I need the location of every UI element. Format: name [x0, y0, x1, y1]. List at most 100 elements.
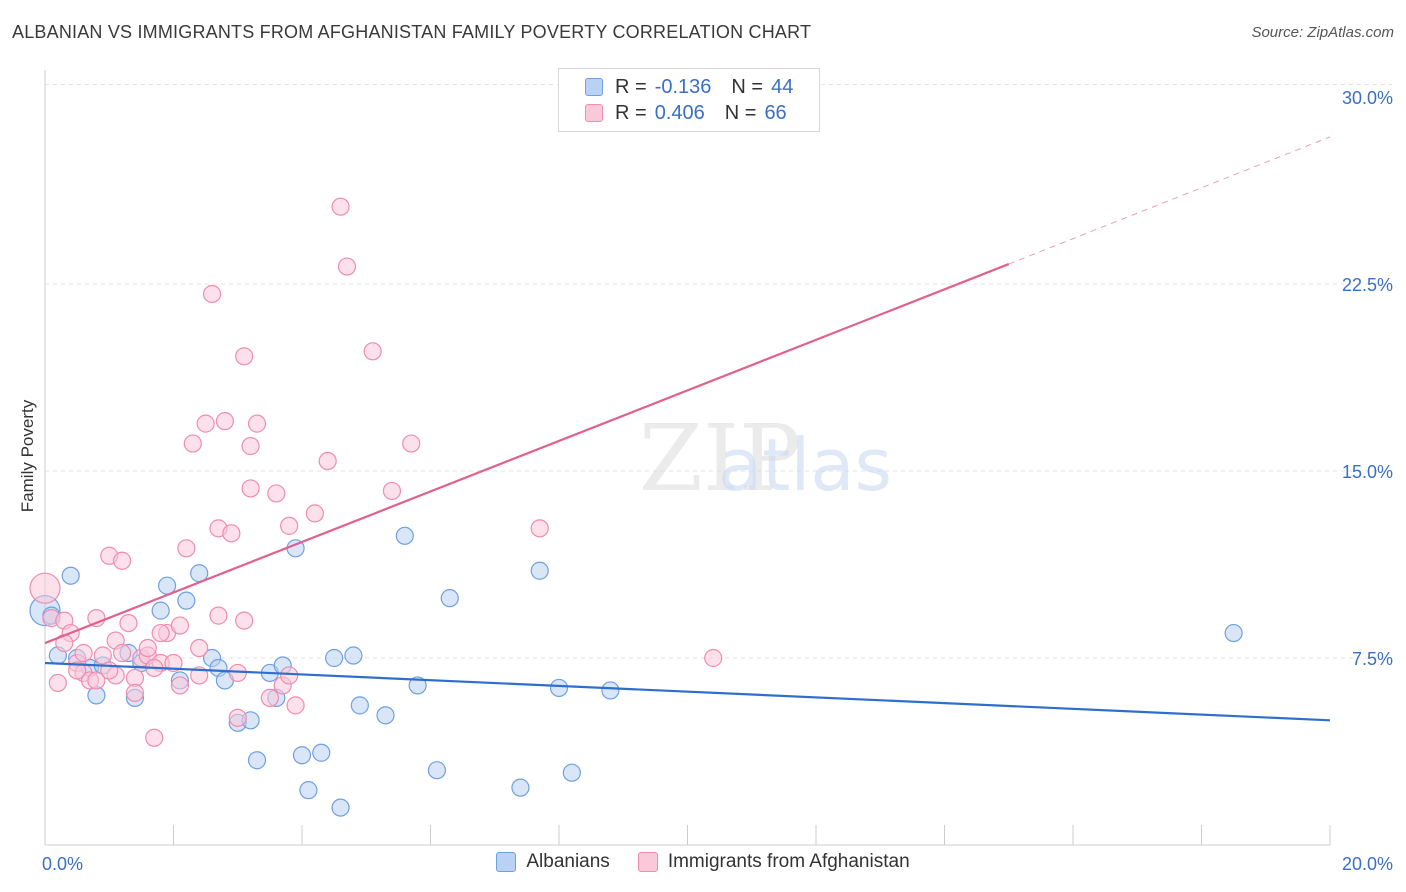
afghanistan-point [68, 661, 87, 680]
series-legend: Albanians Immigrants from Afghanistan [0, 851, 1406, 873]
afghanistan-point [222, 524, 241, 543]
afghanistan-point [280, 666, 299, 685]
tick-label-layer: 7.5% 15.0% 22.5% 30.0% 0.0% 20.0% [42, 88, 1393, 874]
watermark-atlas: atlas [718, 423, 892, 507]
albanian-point [325, 648, 344, 668]
afghanistan-point [87, 609, 106, 628]
albanian-point [331, 798, 350, 817]
afghanistan-point [704, 648, 723, 668]
albanian-point [530, 561, 549, 580]
afghanistan-point [196, 414, 215, 433]
afghanistan-point [247, 414, 267, 433]
afghanistan-point [241, 479, 260, 498]
legend-r-label: R = [615, 101, 647, 124]
legend-swatch-albanians [585, 78, 603, 96]
albanian-point [151, 601, 170, 620]
afghanistan-point [190, 638, 209, 658]
chart-title: ALBANIAN VS IMMIGRANTS FROM AFGHANISTAN … [12, 22, 812, 42]
albanian-point [299, 781, 318, 800]
x-tick-label: 20.0% [1342, 854, 1393, 874]
albanian-point [350, 696, 369, 715]
legend-row-afghanistan: R = 0.406 N = 66 [585, 101, 787, 125]
afghanistan-point [183, 434, 202, 453]
legend-swatch-afghanistan [637, 852, 658, 872]
afghanistan-point [151, 623, 170, 643]
albanian-point [427, 761, 447, 780]
afghanistan-point [125, 683, 145, 703]
afghanistan-point [286, 696, 305, 715]
albanian-point [344, 646, 363, 665]
legend-label-albanians: Albanians [526, 851, 610, 872]
afghanistan-point [170, 676, 190, 695]
afghanistan-point [177, 539, 196, 558]
afghanistan-point [228, 663, 247, 683]
afghanistan-point [382, 481, 402, 501]
afghanistan-point [215, 412, 234, 431]
afghanistan-point [209, 606, 228, 625]
afghanistan-point [112, 643, 132, 663]
albanian-point [601, 681, 620, 700]
watermark: ZIP [639, 405, 801, 512]
afghanistan-point [530, 519, 549, 538]
albanian-point [395, 526, 414, 545]
afghanistan-point [337, 257, 357, 276]
afghanistan-point [228, 708, 247, 727]
albanian-point [408, 676, 427, 695]
afghanistan-point [235, 611, 254, 630]
afghanistan-point [267, 484, 286, 503]
afghanistan-point [170, 616, 190, 635]
afghanistan-point [138, 638, 157, 658]
albanian-point [511, 778, 530, 797]
afghanistan-point [87, 671, 106, 690]
trend-layer [44, 136, 1331, 722]
legend-label-afghanistan: Immigrants from Afghanistan [667, 851, 910, 872]
x-tick-label: 0.0% [42, 854, 83, 874]
y-tick-label: 30.0% [1342, 88, 1393, 108]
afghanistan-point [202, 284, 222, 304]
albanian-point [562, 763, 581, 782]
afghanistan-point [280, 516, 299, 535]
albanian-point [376, 706, 395, 725]
albanian-point [1224, 623, 1243, 643]
afghanistan-point [29, 572, 61, 604]
afghanistan-point [48, 673, 67, 693]
axis-layer [44, 70, 1331, 846]
legend-n-label: N = [731, 75, 764, 98]
afghanistan-point [119, 613, 138, 633]
correlation-legend: R = -0.136 N = 44 R = 0.406 N = 66 [558, 68, 820, 132]
legend-r-value: 0.406 [654, 101, 705, 124]
y-tick-label: 7.5% [1352, 649, 1393, 669]
afghanistan-trend-line [44, 263, 1010, 645]
albanian-point [549, 678, 569, 698]
albanian-point [292, 746, 312, 765]
legend-swatch-afghanistan [585, 104, 603, 122]
afghanistan-point [363, 342, 382, 361]
afghanistan-point [74, 643, 93, 663]
afghanistan-point [402, 434, 421, 453]
albanian-trend-line [44, 661, 1331, 722]
afghanistan-point [241, 436, 260, 456]
y-tick-label: 22.5% [1342, 275, 1393, 295]
afghanistan-point [112, 551, 132, 570]
afghanistan-point [145, 728, 164, 747]
legend-n-label: N = [724, 101, 757, 124]
albanian-point [61, 566, 80, 585]
legend-item-afghanistan[interactable]: Immigrants from Afghanistan [637, 851, 910, 873]
afghanistan-point [190, 666, 209, 685]
chart-source: Source: ZipAtlas.com [1251, 24, 1394, 41]
legend-r-label: R = [615, 75, 647, 98]
legend-row-albanians: R = -0.136 N = 44 [585, 75, 793, 99]
afghanistan-point [331, 197, 350, 216]
afghanistan-point [305, 504, 324, 523]
legend-r-value: -0.136 [654, 75, 712, 98]
afghanistan-point [164, 653, 183, 673]
afghanistan-point [93, 646, 112, 665]
albanian-point [440, 589, 459, 608]
points-layer [29, 197, 1243, 817]
albanian-point [312, 743, 331, 762]
albanian-point [177, 591, 196, 610]
y-tick-label: 15.0% [1342, 462, 1393, 482]
legend-item-albanians[interactable]: Albanians [496, 851, 610, 873]
legend-n-value: 44 [771, 75, 794, 98]
